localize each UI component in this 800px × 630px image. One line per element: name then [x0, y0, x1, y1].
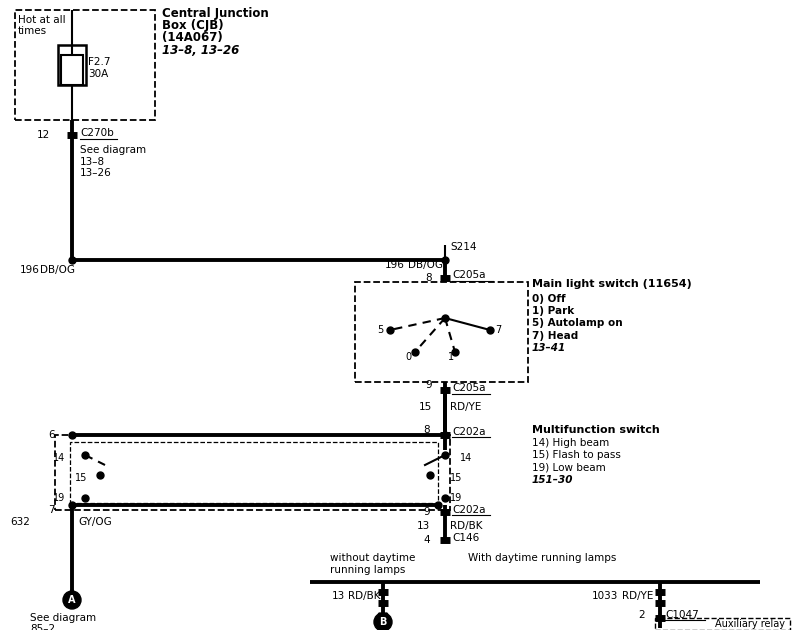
Text: Hot at all: Hot at all — [18, 15, 66, 25]
Text: 196: 196 — [385, 260, 405, 270]
Text: 151–30: 151–30 — [532, 475, 574, 485]
Text: times: times — [18, 26, 47, 36]
Circle shape — [374, 613, 392, 630]
Text: DB/OG: DB/OG — [408, 260, 443, 270]
Text: 7) Head: 7) Head — [532, 331, 578, 341]
Text: Main light switch (11654): Main light switch (11654) — [532, 279, 692, 289]
Text: 19) Low beam: 19) Low beam — [532, 462, 606, 472]
Text: GY/OG: GY/OG — [78, 517, 112, 527]
Bar — [655, 618, 790, 630]
Text: C270b: C270b — [80, 128, 114, 138]
Text: 1) Park: 1) Park — [532, 306, 574, 316]
Text: (14A067): (14A067) — [162, 30, 222, 43]
Text: 0) Off: 0) Off — [532, 294, 566, 304]
Text: 30A: 30A — [88, 69, 108, 79]
Text: without daytime: without daytime — [330, 553, 415, 563]
Text: C146: C146 — [452, 533, 479, 543]
Text: 5: 5 — [377, 325, 383, 335]
Bar — [15, 10, 155, 120]
Bar — [70, 442, 438, 503]
Bar — [55, 435, 450, 510]
Text: Auxiliary relay: Auxiliary relay — [715, 619, 785, 629]
Bar — [58, 45, 86, 85]
Text: C202a: C202a — [452, 505, 486, 515]
Text: 14: 14 — [53, 453, 65, 463]
Text: S214: S214 — [450, 242, 477, 252]
Bar — [355, 282, 528, 382]
Text: 15: 15 — [75, 473, 87, 483]
Text: 15) Flash to pass: 15) Flash to pass — [532, 450, 621, 460]
Text: C205a: C205a — [452, 270, 486, 280]
Text: 7: 7 — [495, 325, 502, 335]
Text: 7: 7 — [48, 505, 55, 515]
Text: 0: 0 — [405, 352, 411, 362]
Text: RD/YE: RD/YE — [622, 591, 654, 601]
Text: C1047: C1047 — [665, 610, 698, 620]
Text: 13–41: 13–41 — [532, 343, 566, 353]
Text: 13–8: 13–8 — [80, 157, 105, 167]
Text: 13–26: 13–26 — [80, 168, 112, 178]
Text: 19: 19 — [53, 493, 65, 503]
Text: RD/BK: RD/BK — [450, 521, 482, 531]
Text: 196: 196 — [20, 265, 40, 275]
Text: 5) Autolamp on: 5) Autolamp on — [532, 318, 622, 328]
Text: 1: 1 — [448, 352, 454, 362]
Text: See diagram: See diagram — [80, 145, 146, 155]
Text: 1033: 1033 — [592, 591, 618, 601]
Text: B: B — [379, 617, 386, 627]
Text: 13: 13 — [332, 591, 345, 601]
Text: 14: 14 — [460, 453, 472, 463]
Text: Central Junction: Central Junction — [162, 6, 269, 20]
Text: 632: 632 — [10, 517, 30, 527]
Text: running lamps: running lamps — [330, 565, 406, 575]
Text: 12: 12 — [37, 130, 50, 140]
Text: 13–8, 13–26: 13–8, 13–26 — [162, 43, 239, 57]
Text: Box (CJB): Box (CJB) — [162, 18, 224, 32]
Text: C202a: C202a — [452, 427, 486, 437]
Text: 13: 13 — [417, 521, 430, 531]
Text: C205a: C205a — [452, 383, 486, 393]
Text: 19: 19 — [450, 493, 462, 503]
Text: 15: 15 — [450, 473, 462, 483]
Text: With daytime running lamps: With daytime running lamps — [468, 553, 616, 563]
Text: 15: 15 — [418, 402, 432, 412]
Circle shape — [63, 591, 81, 609]
Text: 8: 8 — [423, 425, 430, 435]
Text: RD/YE: RD/YE — [450, 402, 482, 412]
Bar — [61, 55, 83, 85]
Text: 9: 9 — [426, 380, 432, 390]
Text: DB/OG: DB/OG — [40, 265, 75, 275]
Text: A: A — [68, 595, 76, 605]
Text: 14) High beam: 14) High beam — [532, 438, 610, 448]
Text: F2.7: F2.7 — [88, 57, 110, 67]
Text: Multifunction switch: Multifunction switch — [532, 425, 660, 435]
Text: 2: 2 — [638, 610, 645, 620]
Text: See diagram: See diagram — [30, 613, 96, 623]
Text: 6: 6 — [48, 430, 55, 440]
Text: 8: 8 — [426, 273, 432, 283]
Text: 4: 4 — [423, 535, 430, 545]
Text: 9: 9 — [423, 507, 430, 517]
Text: 85–2: 85–2 — [30, 624, 55, 630]
Text: RD/BK: RD/BK — [348, 591, 381, 601]
